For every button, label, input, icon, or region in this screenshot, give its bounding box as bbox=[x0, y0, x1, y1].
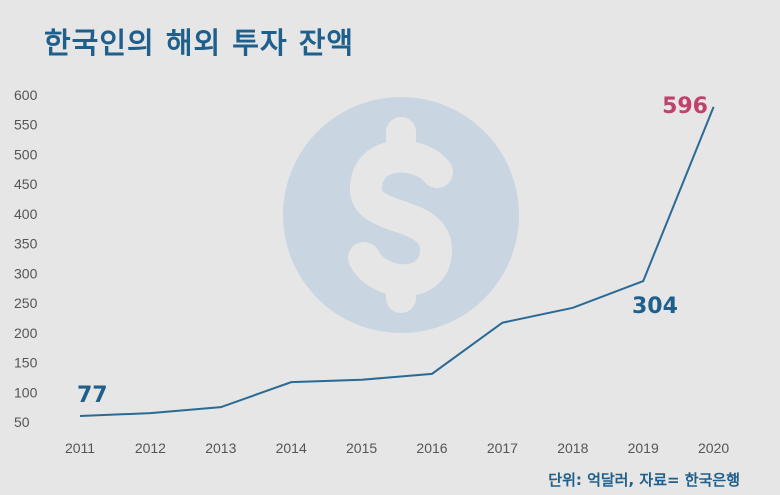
y-tick-label: 600 bbox=[14, 87, 38, 103]
series-line bbox=[79, 106, 715, 418]
x-tick-label: 2011 bbox=[65, 440, 95, 456]
x-tick-label: 2020 bbox=[698, 440, 729, 456]
data-labels: 77 304 596 bbox=[77, 94, 708, 408]
x-tick-label: 2012 bbox=[135, 440, 166, 456]
y-axis: 50 100 150 200 250 300 350 400 450 500 550 600 bbox=[14, 87, 38, 430]
x-tick-label: 2017 bbox=[487, 440, 518, 456]
y-tick-label: 350 bbox=[14, 236, 38, 252]
y-tick-label: 100 bbox=[14, 384, 38, 400]
y-tick-label: 500 bbox=[14, 146, 38, 162]
y-tick-label: 400 bbox=[14, 206, 38, 222]
data-label-2011: 77 bbox=[77, 383, 108, 408]
source-note: 단위: 억달러, 자료= 한국은행 bbox=[548, 471, 740, 489]
dollar-coin-icon bbox=[283, 97, 519, 333]
y-tick-label: 250 bbox=[14, 295, 38, 311]
x-tick-label: 2015 bbox=[346, 440, 377, 456]
x-tick-label: 2018 bbox=[557, 440, 588, 456]
y-tick-label: 150 bbox=[14, 355, 38, 371]
data-label-2020: 596 bbox=[662, 94, 708, 119]
x-tick-label: 2013 bbox=[205, 440, 236, 456]
x-axis: 2011 2012 2013 2014 2015 2016 2017 2018 2019 2020 bbox=[65, 440, 729, 456]
data-label-2019: 304 bbox=[632, 294, 678, 319]
x-tick-label: 2019 bbox=[628, 440, 659, 456]
x-tick-label: 2014 bbox=[276, 440, 307, 456]
chart-title: 한국인의 해외 투자 잔액 bbox=[44, 26, 355, 60]
y-tick-label: 200 bbox=[14, 325, 38, 341]
y-tick-label: 300 bbox=[14, 265, 38, 281]
y-tick-label: 50 bbox=[14, 414, 30, 430]
y-tick-label: 450 bbox=[14, 176, 38, 192]
x-tick-label: 2016 bbox=[416, 440, 447, 456]
y-tick-label: 550 bbox=[14, 117, 38, 133]
